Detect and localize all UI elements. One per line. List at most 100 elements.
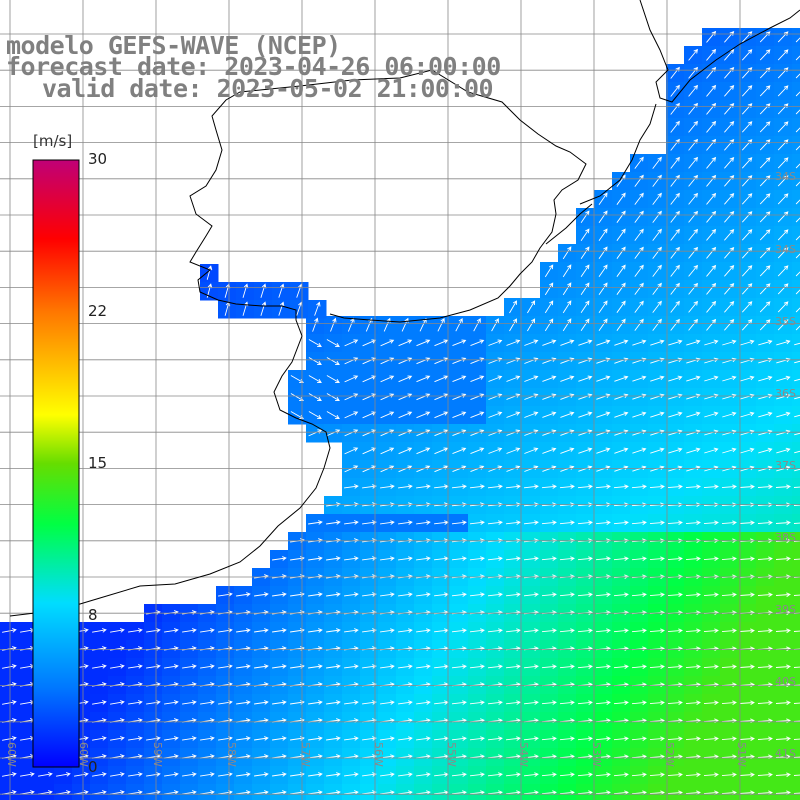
wind-arrow — [416, 357, 431, 365]
wind-arrow — [470, 375, 485, 383]
wind-arrow — [740, 429, 755, 436]
wind-arrow — [505, 736, 521, 741]
wind-arrow — [146, 790, 161, 795]
wind-arrow — [724, 246, 735, 259]
wind-arrow — [469, 520, 485, 525]
wind-arrow — [380, 790, 395, 795]
wind-arrow — [649, 700, 665, 705]
wind-arrow — [631, 628, 647, 633]
wind-arrow — [308, 664, 323, 669]
wind-cell — [774, 784, 793, 800]
wind-arrow — [793, 720, 800, 722]
wind-arrow — [777, 157, 789, 169]
wind-cell — [792, 46, 800, 65]
wind-cell — [792, 298, 800, 317]
wind-arrow — [562, 300, 572, 314]
wind-cell — [648, 784, 667, 800]
wind-arrow — [724, 120, 735, 133]
wind-arrow — [326, 790, 341, 795]
wind-arrow — [634, 210, 644, 223]
wind-arrow — [308, 357, 322, 365]
wind-arrow — [649, 556, 665, 561]
wind-arrow — [523, 664, 539, 669]
wind-arrow — [524, 357, 539, 364]
wind-arrow — [706, 264, 717, 277]
wind-arrow — [595, 484, 611, 489]
wind-arrow — [793, 702, 800, 704]
wind-cell — [792, 280, 800, 299]
wind-arrow — [739, 772, 755, 777]
wind-arrow — [451, 484, 467, 489]
wind-arrow — [308, 411, 322, 419]
wind-arrow — [598, 228, 608, 242]
wind-arrow — [670, 192, 680, 205]
wind-arrow — [578, 429, 593, 436]
wind-arrow — [398, 556, 413, 561]
wind-arrow — [260, 301, 267, 316]
wind-arrow — [685, 520, 701, 525]
wind-arrow — [272, 700, 287, 705]
wind-arrow — [505, 664, 521, 669]
wind-arrow — [362, 790, 377, 795]
wind-arrow — [614, 411, 629, 418]
wind-arrow — [506, 447, 521, 454]
wind-arrow — [776, 447, 791, 454]
wind-arrow — [685, 592, 701, 597]
wind-arrow — [724, 174, 735, 187]
wind-arrow — [688, 318, 698, 331]
wind-arrow — [724, 282, 735, 295]
wind-arrow — [541, 790, 557, 795]
wind-arrow — [254, 700, 269, 705]
wind-arrow — [330, 317, 337, 332]
wind-arrow — [740, 411, 755, 418]
wind-arrow — [613, 772, 629, 777]
wind-arrow — [326, 628, 341, 633]
wind-arrow — [668, 447, 683, 454]
wind-arrow — [308, 592, 323, 597]
wind-arrow — [326, 411, 340, 419]
wind-arrow — [542, 375, 557, 382]
wind-arrow — [652, 282, 662, 295]
wind-arrow — [182, 790, 197, 795]
wind-arrow — [416, 339, 431, 347]
lon-label: 60W — [77, 742, 90, 767]
wind-arrow — [469, 772, 485, 777]
wind-arrow — [562, 246, 572, 260]
wind-arrow — [362, 556, 377, 561]
wind-arrow — [598, 318, 608, 332]
wind-arrow — [272, 736, 287, 741]
wind-arrow — [614, 429, 629, 436]
wind-arrow — [794, 378, 800, 382]
wind-arrow — [506, 339, 521, 346]
wind-arrow — [560, 447, 575, 454]
wind-arrow — [685, 700, 701, 705]
wind-arrow — [164, 790, 179, 795]
wind-arrow — [416, 790, 431, 795]
wind-arrow — [326, 664, 341, 669]
wind-cell — [792, 262, 800, 281]
wind-arrow — [741, 121, 753, 133]
wind-arrow — [595, 772, 611, 777]
wind-cell — [792, 352, 800, 371]
wind-cell — [576, 784, 595, 800]
wind-arrow — [759, 85, 771, 97]
wind-arrow — [577, 772, 593, 777]
wind-arrow — [523, 700, 539, 705]
wind-arrow — [380, 375, 395, 383]
wind-arrow — [523, 520, 539, 525]
wind-arrow — [757, 700, 773, 705]
wind-arrow — [652, 300, 662, 313]
wind-arrow — [92, 772, 107, 777]
wind-arrow — [793, 792, 800, 794]
wind-arrow — [541, 772, 557, 777]
wind-arrow — [236, 664, 251, 669]
wind-arrow — [308, 772, 323, 777]
wind-arrow — [308, 628, 323, 633]
wind-arrow — [254, 592, 269, 597]
wind-arrow — [688, 120, 698, 133]
wind-arrow — [314, 301, 321, 316]
wind-arrow — [344, 411, 359, 419]
wind-arrow — [451, 700, 467, 705]
wind-arrow — [312, 317, 319, 332]
wind-arrow — [670, 264, 680, 277]
